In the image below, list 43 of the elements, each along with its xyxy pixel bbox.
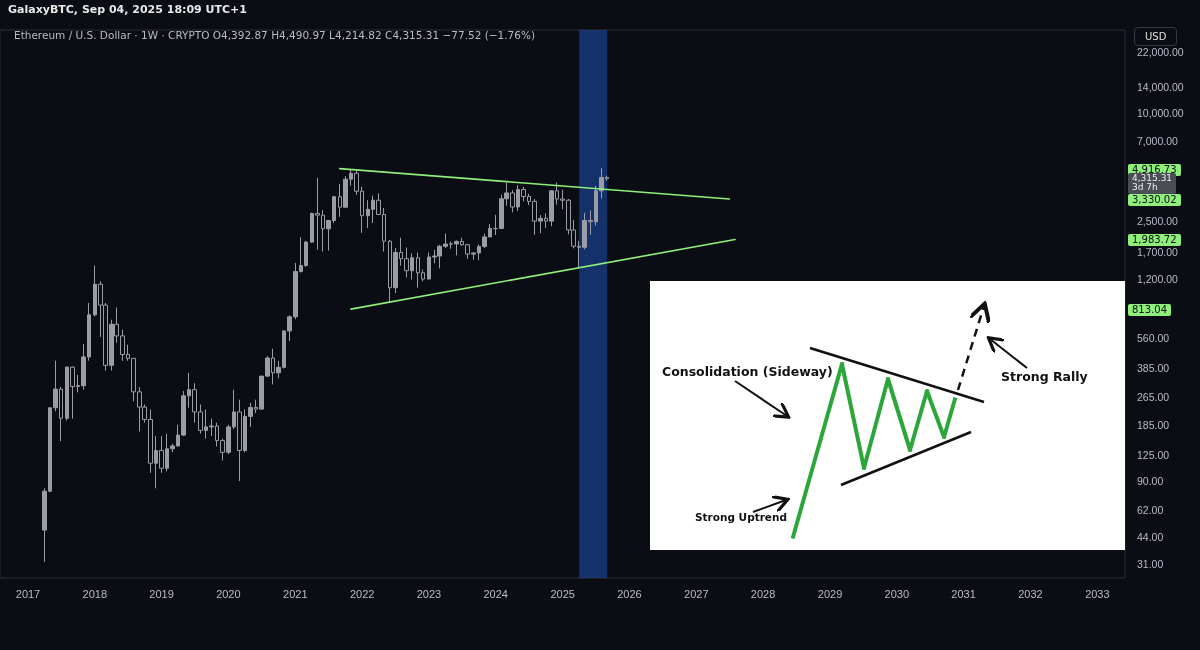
y-tick-label: 2,500.00 — [1137, 215, 1179, 228]
y-tick-label: 14,000.00 — [1137, 80, 1184, 93]
text: 3d 7h — [1132, 182, 1158, 193]
text: 1,983.72 — [1128, 234, 1181, 247]
y-tick-label: 1,700.00 — [1137, 245, 1179, 258]
y-tick-label: 385.00 — [1137, 361, 1170, 374]
x-tick-label: 2027 — [684, 587, 709, 600]
y-tick-label: 185.00 — [1137, 418, 1170, 431]
x-tick-label: 2019 — [149, 587, 174, 600]
x-tick-label: 2020 — [216, 587, 241, 600]
x-tick-label: 2017 — [15, 587, 41, 600]
y-tick-label: 1,200.00 — [1137, 272, 1179, 285]
x-tick-label: 2022 — [349, 587, 375, 600]
chart-subtitle: GalaxyBTC, Sep 04, 2025 18:09 UTC+1 — [8, 3, 247, 16]
chart-title: Ethereum / U.S. Dollar · 1W · CRYPTO O4,392.87 H4,490.97 L4,214.82 C4,315.31 −77.52 (−1.76%) — [14, 29, 536, 41]
x-tick-label: 2021 — [283, 587, 308, 600]
x-tick-label: 2033 — [1085, 587, 1110, 600]
text: 813.04 — [1128, 304, 1171, 317]
annotation: Strong Uptrend — [695, 511, 787, 523]
x-tick-label: 2023 — [416, 587, 442, 600]
y-tick-label: 31.00 — [1137, 558, 1164, 571]
y-tick-label: 7,000.00 — [1137, 135, 1179, 148]
y-tick-label: 10,000.00 — [1137, 107, 1184, 120]
x-tick-label: 2028 — [750, 587, 776, 600]
x-tick-label: 2029 — [817, 587, 843, 600]
x-tick-label: 2018 — [82, 587, 108, 600]
y-tick-label: 22,000.00 — [1137, 45, 1184, 58]
x-tick-label: 2026 — [617, 587, 642, 600]
x-tick-label: 2031 — [951, 587, 976, 600]
currency-button: USD — [1134, 27, 1178, 46]
x-tick-label: 2024 — [483, 587, 508, 600]
y-tick-label: 265.00 — [1137, 390, 1170, 403]
annotation: Consolidation (Sideway) — [662, 364, 833, 379]
y-tick-label: 90.00 — [1137, 475, 1164, 488]
y-tick-label: 62.00 — [1137, 504, 1164, 517]
x-tick-label: 2025 — [550, 587, 575, 600]
y-tick-label: 125.00 — [1137, 449, 1170, 462]
y-tick-label: 44.00 — [1137, 530, 1164, 543]
x-tick-label: 2030 — [884, 587, 910, 600]
annotation: Strong Rally — [1001, 369, 1088, 384]
text: 3,330.02 — [1128, 194, 1181, 207]
x-tick-label: 2032 — [1018, 587, 1043, 600]
y-tick-label: 560.00 — [1137, 332, 1170, 345]
